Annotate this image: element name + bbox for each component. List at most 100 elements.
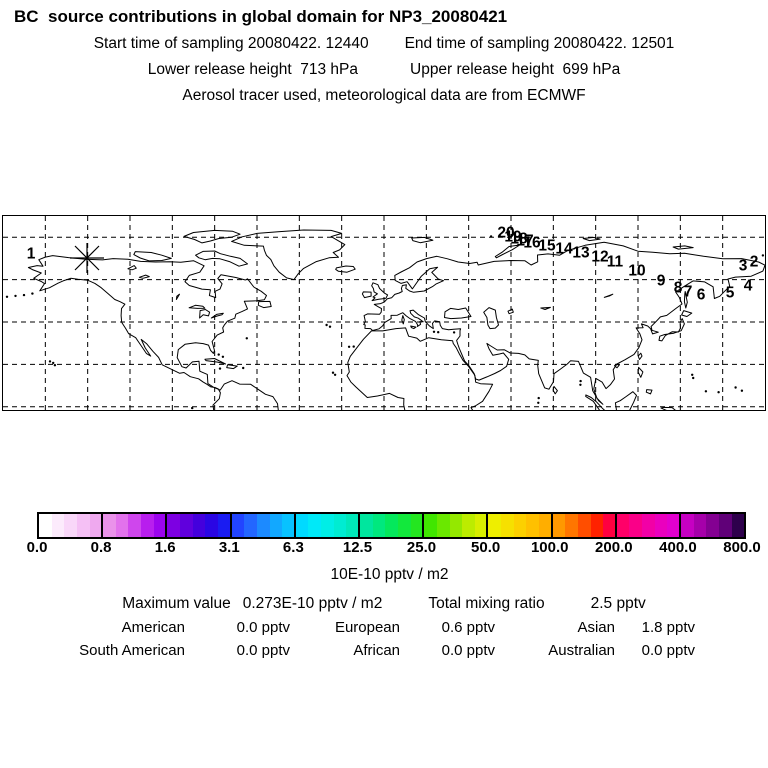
coastline	[507, 308, 514, 315]
island-dot	[537, 396, 540, 400]
island-dot	[579, 383, 582, 386]
island-dot	[734, 386, 737, 389]
colorbar-cell	[422, 514, 437, 537]
colorbar-cell	[64, 514, 77, 537]
colorbar-cell	[321, 514, 334, 537]
colorbar-cell	[165, 514, 181, 537]
coastline	[127, 265, 137, 271]
colorbar-cell	[192, 514, 206, 537]
region-contributions-row-2: South American 0.0 pptv African 0.0 pptv Aus…	[0, 642, 768, 664]
island-dot	[498, 234, 501, 237]
coastline	[683, 291, 688, 309]
colorbar-cell	[372, 514, 386, 537]
island-dot	[5, 295, 9, 298]
island-dot	[347, 345, 351, 348]
island-dot	[333, 373, 337, 376]
coastline	[335, 265, 356, 273]
start-time-text: Start time of sampling 20080422. 12440	[93, 35, 369, 52]
colorbar-cell	[449, 514, 463, 537]
colorbar-cell	[590, 514, 604, 537]
colorbar-cell	[538, 514, 552, 537]
coastline	[444, 307, 472, 320]
colorbar-cell	[282, 514, 295, 537]
trajectory-point-label: 3	[739, 258, 748, 275]
coastline	[614, 391, 637, 410]
sampling-times-line: Start time of sampling 20080422. 12440 E…	[0, 35, 768, 53]
colorbar-tick-label: 100.0	[530, 539, 569, 556]
trajectory-point-label: 8	[674, 280, 683, 297]
coastline	[637, 366, 644, 378]
colorbar-cell	[731, 514, 745, 537]
coastline	[585, 394, 606, 410]
coastline	[27, 255, 279, 410]
coastline	[494, 244, 521, 259]
coastline	[138, 274, 150, 279]
colorbar-cell	[513, 514, 527, 537]
colorbar-cell	[346, 514, 360, 537]
colorbar-cell	[128, 514, 142, 537]
colorbar-cell	[397, 514, 411, 537]
trajectory-point-label: 16	[523, 235, 541, 252]
trajectory-point-label: 13	[572, 245, 590, 262]
colorbar-cell	[718, 514, 732, 537]
colorbar-cell	[654, 514, 668, 537]
colorbar-tick-label: 200.0	[595, 539, 633, 556]
end-time-text: End time of sampling 20080422. 12501	[404, 35, 675, 52]
colorbar-cell	[474, 514, 488, 537]
colorbar-cell	[229, 514, 245, 537]
colorbar-cell	[141, 514, 154, 537]
plot-title: BC source contributions in global domain…	[14, 7, 508, 26]
colorbar-tick-row: 0.0 0.8 1.6 3.1 6.3 12.5 25.0 50.0 100.0 200.0 400…	[27, 539, 761, 557]
coastline	[371, 282, 389, 302]
island-dot	[432, 330, 436, 333]
region-value: 0.0 pptv	[441, 642, 495, 659]
colorbar-cell	[706, 514, 719, 537]
coastline	[483, 307, 499, 330]
coastline	[204, 358, 226, 365]
region-value: 0.0 pptv	[641, 642, 695, 659]
coastline	[681, 310, 693, 317]
trajectory-point-label: 17	[516, 233, 533, 250]
region-label: Australian	[548, 642, 615, 659]
trajectory-point-label: 18	[510, 231, 528, 248]
island-dot	[14, 294, 17, 298]
upper-release-text: Upper release height 699 hPa	[410, 61, 621, 78]
region-value: 0.0 pptv	[236, 642, 290, 659]
colorbar-cell	[614, 514, 630, 537]
island-dot	[352, 345, 355, 348]
colorbar	[37, 512, 746, 539]
coastline	[660, 406, 676, 410]
colorbar-tick-label: 50.0	[471, 539, 501, 556]
colorbar-tick-label: 0.8	[90, 539, 112, 556]
release-heights-line: Lower release height 713 hPa Upper relea…	[0, 61, 768, 79]
colorbar-cell	[603, 514, 616, 537]
trajectory-point-label: 4	[744, 278, 753, 295]
region-value: 0.6 pptv	[441, 619, 495, 636]
trajectory-point-label: 11	[607, 254, 624, 271]
lower-release-text: Lower release height 713 hPa	[147, 61, 358, 78]
island-dot	[218, 367, 222, 370]
colorbar-cell	[269, 514, 283, 537]
colorbar-cell	[526, 514, 539, 537]
total-mixing-ratio-value: 2.5 pptv	[590, 595, 646, 612]
coastline	[614, 363, 620, 369]
trajectory-point-label: 6	[697, 287, 706, 304]
colorbar-cell	[501, 514, 514, 537]
colorbar-cell	[667, 514, 681, 537]
trajectory-point-label: 15	[538, 238, 556, 255]
coastline	[658, 318, 685, 342]
trajectory-point-label: 20	[497, 225, 514, 242]
colorbar-cell	[115, 514, 129, 537]
colorbar-tick-label: 25.0	[406, 539, 437, 556]
colorbar-cell	[693, 514, 707, 537]
coastline	[411, 236, 434, 244]
coastline	[361, 291, 372, 299]
tracer-info-line: Aerosol tracer used, meteorological data…	[0, 87, 768, 105]
region-label: African	[353, 642, 400, 659]
coastline	[210, 312, 224, 319]
island-dot	[704, 390, 708, 393]
region-label: Asian	[577, 619, 615, 636]
region-label: American	[121, 619, 185, 636]
island-dot	[452, 331, 456, 334]
colorbar-tick-label: 6.3	[282, 539, 304, 556]
